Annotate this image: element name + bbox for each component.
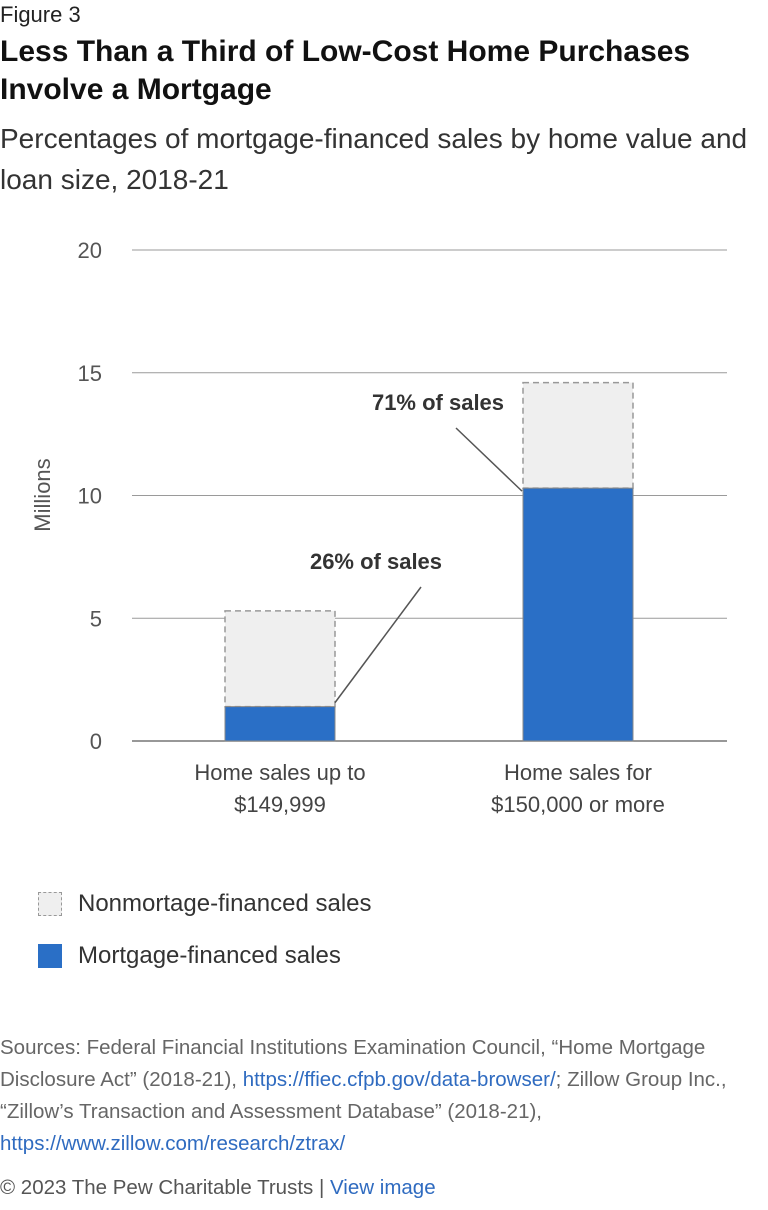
footer-separator: | [313,1176,330,1199]
footer: © 2023 The Pew Charitable Trusts | View … [0,1176,436,1200]
bar-nonmortgage-1 [522,381,634,489]
stacked-bar-chart: 0 5 10 15 20 Millions Home sales up to $149,999… [30,238,727,817]
y-tick-label: 0 [90,729,102,754]
legend-swatch-nonmortgage [38,892,62,916]
y-axis-label: Millions [30,458,55,531]
sources-note: Sources: Federal Financial Institutions … [0,1032,764,1160]
legend-label-nonmortgage: Nonmortage-financed sales [78,890,372,917]
x-tick-label: $149,999 [234,792,326,817]
x-tick-label: Home sales up to [194,760,365,785]
annotation-leader-line [334,586,422,704]
bar-mortgage-0 [224,706,336,742]
x-tick-label: $150,000 or more [491,792,665,817]
y-tick-label: 20 [78,238,102,263]
legend-label-mortgage: Mortgage-financed sales [78,942,341,969]
x-tick-label: Home sales for [504,760,652,785]
legend-item-mortgage: Mortgage-financed sales [38,942,341,970]
annotation-label: 71% of sales [372,390,504,415]
chart-subtitle: Percentages of mortgage-financed sales b… [0,123,748,195]
view-image-link[interactable]: View image [330,1176,436,1199]
y-tick-label: 15 [78,361,102,386]
copyright-text: © 2023 The Pew Charitable Trusts [0,1176,314,1199]
sources-text-1: Sources: Federal Financial Institutions … [0,1036,706,1091]
chart-title: Less Than a Third of Low-Cost Home Purch… [0,35,691,106]
zillow-link[interactable]: https://www.zillow.com/research/ztrax/ [0,1132,346,1155]
legend-swatch-mortgage [38,944,62,968]
annotation-leader-line [455,427,523,492]
bar-mortgage-1 [522,487,634,742]
ffiec-link[interactable]: https://ffiec.cfpb.gov/data-browser/ [242,1068,556,1091]
sources-text-2: ; Zillow Group Inc., “Zillow’s Transacti… [0,1068,727,1123]
y-tick-label: 5 [90,606,102,631]
y-tick-label: 10 [78,484,102,509]
bar-nonmortgage-0 [224,610,336,708]
figure-label: Figure 3 [0,2,81,27]
annotation-label: 26% of sales [310,549,442,574]
legend-item-nonmortgage: Nonmortage-financed sales [38,890,372,918]
